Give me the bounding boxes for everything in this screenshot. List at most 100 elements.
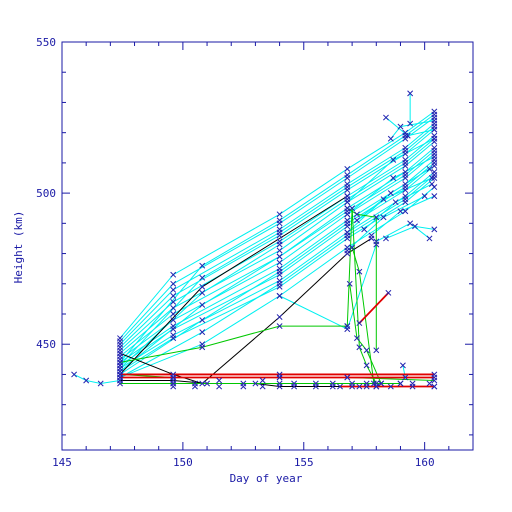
data-point	[312, 383, 319, 390]
data-point	[170, 374, 177, 381]
data-point	[431, 159, 438, 166]
data-point	[431, 371, 438, 378]
data-point	[170, 335, 177, 342]
series-line-cyan	[119, 123, 435, 345]
data-point	[426, 165, 433, 172]
series-line-cyan	[119, 159, 435, 363]
data-point	[356, 320, 363, 327]
data-point	[399, 362, 406, 369]
data-point	[276, 211, 283, 218]
data-point	[344, 229, 351, 236]
data-point	[356, 268, 363, 275]
data-point	[170, 280, 177, 287]
data-point	[276, 280, 283, 287]
series-line-green	[347, 207, 377, 351]
data-point	[117, 380, 123, 387]
data-point	[344, 193, 351, 200]
data-point	[363, 362, 370, 369]
data-point	[337, 383, 343, 390]
data-point	[344, 220, 351, 227]
y-axis-title: Height (km)	[12, 211, 25, 284]
series-line-cyan	[73, 373, 121, 385]
data-point	[397, 208, 404, 215]
series-line-cyan	[119, 141, 435, 354]
data-point	[373, 241, 380, 248]
data-point	[402, 374, 409, 381]
data-point	[276, 229, 283, 236]
data-point	[170, 271, 177, 278]
data-point	[431, 193, 438, 200]
data-point	[344, 250, 351, 257]
data-point	[276, 253, 283, 260]
x-axis-title: Day of year	[230, 472, 303, 485]
data-point	[199, 274, 206, 281]
series-line-cyan	[119, 177, 435, 372]
data-point	[170, 292, 177, 299]
data-point	[402, 184, 409, 191]
data-point	[170, 286, 177, 293]
data-point	[356, 344, 363, 351]
data-point	[170, 298, 177, 305]
data-point	[363, 347, 370, 354]
data-point	[385, 289, 392, 296]
data-point	[276, 217, 283, 224]
data-point	[344, 184, 351, 191]
data-point	[373, 214, 380, 221]
data-point	[329, 383, 336, 390]
data-point	[407, 120, 414, 127]
data-point	[276, 259, 283, 266]
data-point	[252, 380, 259, 387]
data-point	[431, 117, 438, 124]
data-point	[170, 326, 177, 333]
data-point	[383, 235, 389, 242]
data-point	[404, 132, 411, 139]
data-point	[383, 114, 389, 121]
series-line-green	[119, 325, 348, 363]
data-point	[170, 305, 177, 311]
chart-axes: 145 150 155 160 450 500 550	[36, 36, 474, 469]
data-point	[387, 135, 394, 142]
data-point	[117, 350, 123, 357]
data-point	[83, 377, 90, 384]
data-point	[346, 280, 353, 287]
data-point	[276, 268, 283, 275]
data-point	[407, 90, 414, 97]
series-line-cyan	[119, 138, 435, 369]
data-point	[353, 217, 360, 224]
data-point	[380, 214, 387, 221]
series-line-cyan	[119, 147, 435, 357]
plot-frame	[61, 41, 474, 451]
data-point	[349, 380, 356, 387]
data-point	[368, 235, 375, 242]
data-point	[117, 359, 123, 366]
data-point	[387, 383, 394, 390]
data-point	[431, 111, 438, 118]
data-point	[276, 314, 283, 320]
data-point	[199, 380, 206, 387]
data-point	[349, 205, 356, 212]
series-line-red	[358, 292, 390, 324]
series-line-cyan	[119, 126, 435, 366]
data-point	[344, 165, 351, 172]
data-point	[428, 175, 435, 181]
y-tick-label: 500	[36, 187, 56, 200]
data-point	[431, 226, 438, 233]
data-point	[402, 172, 409, 178]
data-point	[291, 383, 298, 390]
data-point	[397, 380, 404, 387]
data-point	[402, 132, 409, 139]
data-point	[216, 377, 223, 384]
x-tick-label: 150	[173, 456, 193, 469]
data-point	[276, 323, 283, 330]
data-point	[361, 226, 368, 233]
data-point	[378, 380, 385, 387]
data-point	[276, 380, 283, 387]
data-point	[431, 153, 438, 160]
data-point	[397, 123, 404, 130]
data-point	[276, 371, 283, 378]
data-point	[349, 244, 356, 251]
data-point	[259, 383, 266, 390]
data-point	[412, 223, 418, 230]
data-point	[344, 205, 351, 212]
